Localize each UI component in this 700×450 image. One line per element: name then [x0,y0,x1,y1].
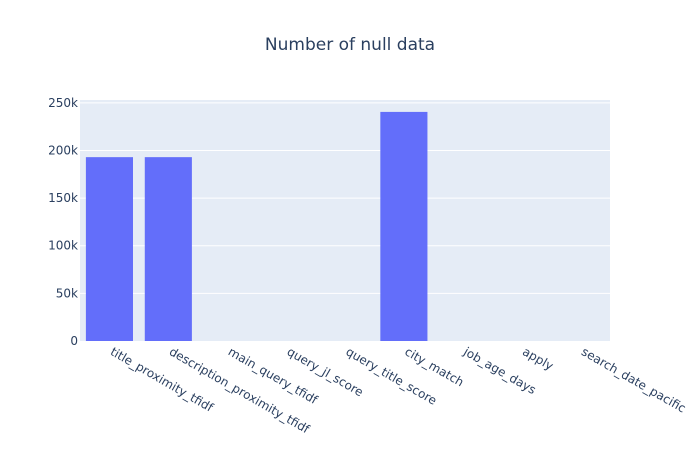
y-tick-label: 200k [48,143,78,157]
bar-title-proximity-tfidf[interactable] [85,157,133,341]
y-tick-label: 0 [70,334,78,348]
y-axis-ticks: 0 50k 100k 150k 200k 250k [48,96,78,348]
x-axis-ticks: title_proximity_tfidfdescription_proximi… [108,344,688,437]
y-tick-label: 100k [48,239,78,253]
x-tick-label: title_proximity_tfidf [108,344,216,415]
bars [85,111,428,342]
y-tick-label: 250k [48,96,78,110]
chart-title: Number of null data [265,35,435,55]
y-tick-label: 150k [48,191,78,205]
bar-description-proximity-tfidf[interactable] [144,157,192,341]
x-tick-label: search_date_pacific [579,344,688,415]
y-tick-label: 50k [56,286,78,300]
x-tick-label: apply [520,344,556,373]
bar-city-match[interactable] [380,111,428,342]
